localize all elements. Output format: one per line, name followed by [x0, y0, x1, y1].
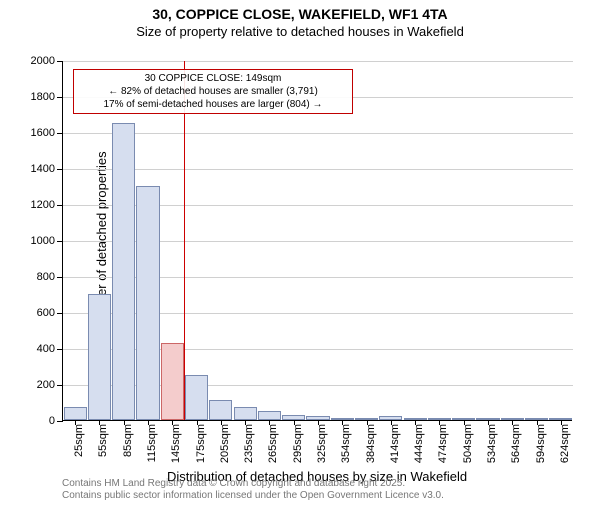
gridline	[63, 169, 573, 170]
attribution-line-1: Contains HM Land Registry data © Crown c…	[62, 478, 444, 490]
x-tick-label: 384sqm	[365, 424, 377, 463]
histogram-bar	[185, 375, 208, 420]
histogram-bar	[258, 411, 281, 420]
x-tick-label: 354sqm	[340, 424, 352, 463]
chart-area: Number of detached properties 0200400600…	[62, 61, 572, 421]
x-tick-label: 55sqm	[97, 424, 109, 457]
y-tick-label: 1200	[31, 199, 55, 211]
x-tick-label: 594sqm	[535, 424, 547, 463]
y-tick-label: 2000	[31, 55, 55, 67]
histogram-bar	[161, 343, 184, 420]
y-tick-label: 1800	[31, 91, 55, 103]
x-tick-label: 205sqm	[219, 424, 231, 463]
x-tick-label: 85sqm	[122, 424, 134, 457]
x-tick-label: 564sqm	[510, 424, 522, 463]
x-tick-label: 504sqm	[462, 424, 474, 463]
x-tick-label: 534sqm	[486, 424, 498, 463]
y-tick	[57, 169, 63, 170]
y-tick-label: 200	[37, 379, 55, 391]
y-tick-label: 1600	[31, 127, 55, 139]
y-tick	[57, 61, 63, 62]
y-tick-label: 600	[37, 307, 55, 319]
x-tick-label: 265sqm	[267, 424, 279, 463]
y-tick	[57, 349, 63, 350]
y-tick	[57, 133, 63, 134]
reference-line	[184, 61, 185, 420]
x-tick-label: 115sqm	[146, 424, 158, 462]
annotation-box: 30 COPPICE CLOSE: 149sqm← 82% of detache…	[73, 69, 353, 114]
y-tick-label: 400	[37, 343, 55, 355]
x-tick-label: 25sqm	[73, 424, 85, 457]
x-tick-label: 325sqm	[316, 424, 328, 463]
y-tick	[57, 277, 63, 278]
x-tick-label: 414sqm	[389, 424, 401, 463]
annotation-header: 30 COPPICE CLOSE: 149sqm	[78, 72, 348, 85]
histogram-bar	[64, 407, 87, 420]
y-tick-label: 1400	[31, 163, 55, 175]
x-tick-label: 175sqm	[195, 424, 207, 463]
plot-region: 020040060080010001200140016001800200025s…	[62, 61, 572, 421]
y-tick	[57, 313, 63, 314]
y-tick-label: 800	[37, 271, 55, 283]
gridline	[63, 61, 573, 62]
y-tick	[57, 385, 63, 386]
attribution-line-2: Contains public sector information licen…	[62, 490, 444, 502]
histogram-bar	[88, 294, 111, 420]
histogram-bar	[234, 407, 257, 420]
annotation-line-1: ← 82% of detached houses are smaller (3,…	[78, 85, 348, 98]
histogram-bar	[136, 186, 159, 420]
x-tick-label: 235sqm	[243, 424, 255, 463]
annotation-line-2: 17% of semi-detached houses are larger (…	[78, 98, 348, 111]
y-tick	[57, 241, 63, 242]
y-tick-label: 1000	[31, 235, 55, 247]
x-tick-label: 295sqm	[292, 424, 304, 463]
histogram-bar	[112, 123, 135, 420]
y-tick	[57, 97, 63, 98]
x-tick-label: 624sqm	[559, 424, 571, 463]
gridline	[63, 133, 573, 134]
x-tick-label: 145sqm	[170, 424, 182, 463]
y-tick	[57, 205, 63, 206]
chart-title: 30, COPPICE CLOSE, WAKEFIELD, WF1 4TA	[0, 6, 600, 22]
chart-subtitle: Size of property relative to detached ho…	[0, 24, 600, 39]
y-tick-label: 0	[49, 415, 55, 427]
y-tick	[57, 421, 63, 422]
x-tick-label: 444sqm	[413, 424, 425, 463]
histogram-bar	[209, 400, 232, 420]
x-tick-label: 474sqm	[437, 424, 449, 463]
attribution: Contains HM Land Registry data © Crown c…	[62, 478, 444, 502]
